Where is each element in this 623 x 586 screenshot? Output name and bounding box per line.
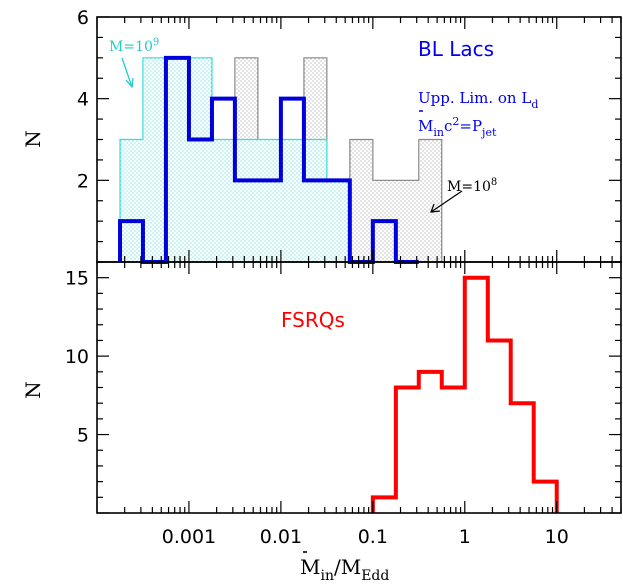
top-y-tick-labels: 2 4 6: [77, 7, 89, 192]
m9-arrow: [121, 57, 134, 89]
m8-text: M=10: [447, 179, 491, 195]
m8-exponent: 8: [491, 177, 497, 188]
fsrqs-title: FSRQs: [281, 308, 345, 332]
bl-lacs-title: BL Lacs: [418, 37, 494, 61]
mdot-pjet-annotation: Minc2=Pjet: [418, 115, 497, 139]
y-tick-label: 2: [77, 170, 89, 192]
c-text: c: [444, 117, 452, 135]
histogram-fsrq: [370, 275, 559, 513]
m9-annotation: M=109: [109, 37, 159, 55]
bottom-y-tick-labels: 5 10 15: [65, 268, 89, 447]
y-tick-label: 10: [65, 346, 89, 368]
x-tick-label: 0.001: [162, 526, 216, 548]
x-axis-label: Min/MEdd: [300, 555, 389, 584]
x-tick-labels: 0.001 0.01 0.1 1 10: [162, 526, 569, 548]
upper-limit-subscript: d: [531, 98, 538, 111]
bottom-axis-ticks: [96, 261, 622, 514]
m8-annotation: M=108: [447, 177, 497, 195]
upper-limit-text: Upp. Lim. on L: [418, 89, 531, 107]
y-tick-label: 4: [77, 89, 89, 111]
x-tick-label: 0.1: [358, 526, 388, 548]
y-tick-label: 6: [77, 7, 89, 29]
y-tick-label: 5: [77, 425, 89, 447]
pjet-text: =P: [459, 117, 482, 135]
top-histograms: [118, 55, 443, 264]
x-label-sub-in: in: [320, 568, 334, 584]
bottom-histogram: [370, 275, 559, 513]
upper-limit-annotation: Upp. Lim. on Ld: [418, 89, 538, 111]
top-panel: N 246 BL Lacs Upp. Lim. on Ld Minc2=Pjet…: [21, 7, 622, 264]
pjet-subscript: jet: [480, 126, 497, 139]
bottom-plot-frame: [96, 261, 622, 514]
mdot-text: M: [418, 117, 433, 135]
x-label-slash: /M: [334, 555, 361, 579]
x-tick-label: 1: [459, 526, 471, 548]
m9-text: M=10: [109, 39, 153, 55]
m8-arrow: [430, 190, 463, 213]
x-tick-label: 0.01: [260, 526, 302, 548]
y-tick-label: 15: [65, 268, 89, 290]
top-y-axis-label: N: [21, 130, 45, 148]
bottom-panel: N 5 10 15 0.001 0.01 0.1 1 10 FSRQs Min/MEdd: [21, 261, 622, 584]
m9-exponent: 9: [153, 37, 159, 48]
x-tick-label: 10: [545, 526, 569, 548]
mdot-subscript: in: [433, 126, 444, 139]
x-label-m: M: [300, 555, 320, 579]
top-axis-ticks: [96, 16, 622, 263]
bottom-y-axis-label: N: [21, 381, 45, 399]
x-label-sub-edd: Edd: [361, 568, 389, 584]
c-superscript: 2: [452, 115, 459, 128]
